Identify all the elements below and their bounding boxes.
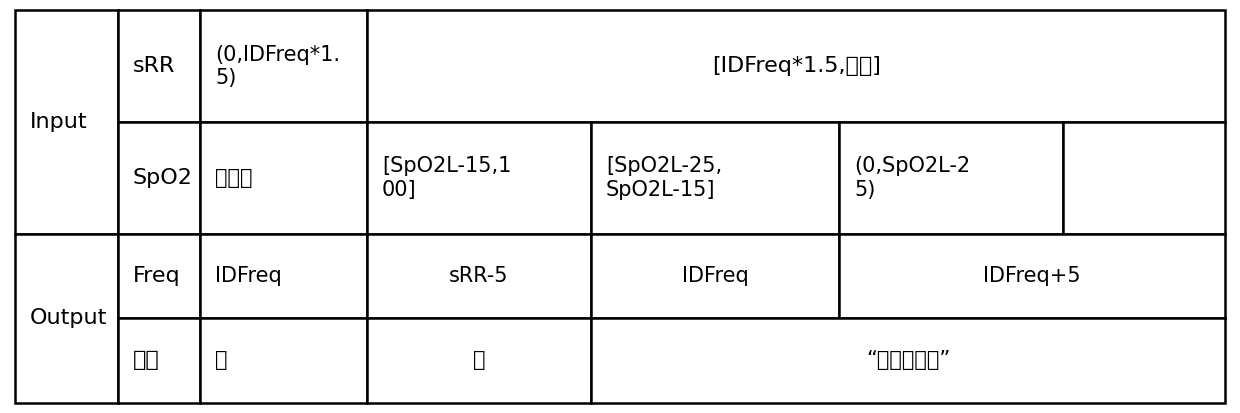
Text: SpO2: SpO2 (133, 168, 192, 188)
Text: (0,IDFreq*1.
5): (0,IDFreq*1. 5) (215, 45, 340, 88)
Bar (367, 234, 591, 318)
Bar (367, 318, 591, 403)
Text: [SpO2L-25,
SpO2L-15]: [SpO2L-25, SpO2L-15] (606, 157, 722, 199)
Bar (200, 318, 367, 403)
Text: Freq: Freq (133, 266, 180, 286)
Bar (591, 318, 1225, 403)
Bar (591, 234, 839, 318)
Text: 无: 无 (472, 351, 485, 370)
Bar (591, 122, 839, 234)
Bar (367, 10, 1225, 122)
Text: IDFreq: IDFreq (215, 266, 281, 286)
Bar (367, 122, 591, 234)
Bar (118, 10, 200, 122)
Bar (1063, 122, 1225, 234)
Bar (200, 122, 367, 234)
Bar (200, 10, 367, 122)
Text: 无: 无 (215, 351, 227, 370)
Text: 不考虑: 不考虑 (215, 168, 253, 188)
Text: sRR-5: sRR-5 (449, 266, 508, 286)
Bar (15, 234, 118, 403)
Text: “请给镇静剂”: “请给镇静剂” (866, 351, 950, 370)
Bar (118, 318, 200, 403)
Text: 提示: 提示 (133, 351, 160, 370)
Bar (839, 234, 1225, 318)
Text: sRR: sRR (133, 56, 175, 76)
Text: Output: Output (30, 309, 107, 328)
Bar (200, 234, 367, 318)
Bar (118, 234, 200, 318)
Text: [IDFreq*1.5,最大]: [IDFreq*1.5,最大] (712, 56, 880, 76)
Bar (118, 122, 200, 234)
Text: IDFreq+5: IDFreq+5 (983, 266, 1081, 286)
Text: (0,SpO2L-2
5): (0,SpO2L-2 5) (854, 157, 970, 199)
Bar (15, 10, 118, 234)
Text: [SpO2L-15,1
00]: [SpO2L-15,1 00] (382, 157, 511, 199)
Text: IDFreq: IDFreq (682, 266, 749, 286)
Text: Input: Input (30, 112, 87, 132)
Bar (839, 122, 1063, 234)
